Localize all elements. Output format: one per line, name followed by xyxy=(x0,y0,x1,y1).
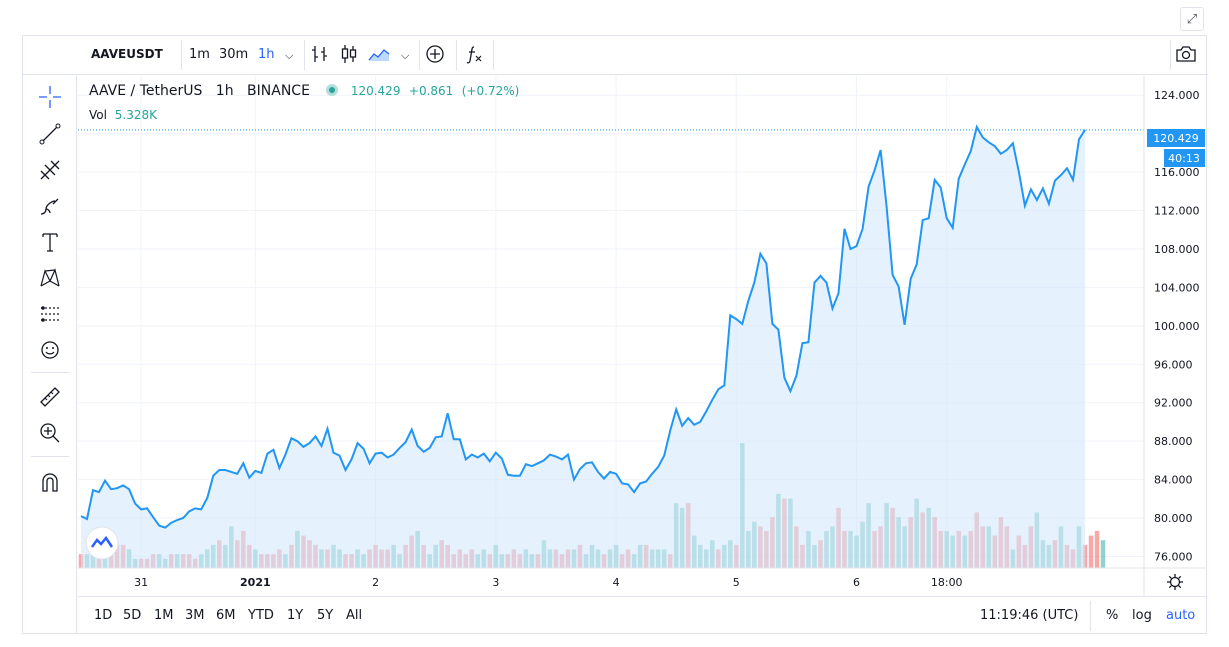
chart-legend: AAVE / TetherUS 1h BINANCE 120.429 +0.86… xyxy=(89,83,519,99)
price-tick-label: 92.000 xyxy=(1154,397,1193,410)
bottom-toolbar: 1D 5D 1M 3M 6M YTD 1Y 5Y All 11:19:46 (U… xyxy=(78,596,1207,634)
price-tick-label: 96.000 xyxy=(1154,358,1193,371)
range-5y[interactable]: 5Y xyxy=(317,608,334,623)
range-3m[interactable]: 3M xyxy=(185,608,205,623)
toolbar-divider xyxy=(456,40,457,70)
price-tick-label: 104.000 xyxy=(1154,281,1200,294)
toolbar-divider xyxy=(493,40,494,70)
legend-change: +0.861 xyxy=(408,84,454,98)
magnet-icon[interactable] xyxy=(37,469,63,495)
interval-30m[interactable]: 30m xyxy=(219,47,249,62)
range-ytd[interactable]: YTD xyxy=(248,608,274,623)
countdown-tag xyxy=(1164,149,1205,167)
time-tick-label: 6 xyxy=(853,576,860,589)
prediction-icon[interactable] xyxy=(37,301,63,327)
last-price-tag-label: 120.429 xyxy=(1153,132,1199,145)
price-tick-label: 76.000 xyxy=(1154,550,1193,563)
price-tick-label: 112.000 xyxy=(1154,205,1200,218)
top-toolbar: AAVEUSDT 1m 30m 1h ⌵ ⌵ xyxy=(23,36,1208,75)
text-tool-icon[interactable] xyxy=(37,229,63,255)
area-style-icon[interactable] xyxy=(368,44,390,68)
range-6m[interactable]: 6M xyxy=(216,608,236,623)
toolbar-divider xyxy=(181,40,182,70)
indicators-icon[interactable] xyxy=(465,44,485,68)
pitchfork-icon[interactable] xyxy=(37,157,63,183)
volume-legend: Vol 5.328K xyxy=(89,108,157,122)
legend-price: 120.429 xyxy=(350,84,401,98)
time-tick-label: 2021 xyxy=(240,576,271,589)
toolbar-divider xyxy=(1090,601,1091,631)
chevron-down-icon[interactable]: ⌵ xyxy=(401,49,410,62)
price-tick-label: 80.000 xyxy=(1154,512,1193,525)
chevron-down-icon[interactable]: ⌵ xyxy=(285,49,294,62)
range-all[interactable]: All xyxy=(346,608,363,623)
range-1d[interactable]: 1D xyxy=(94,608,113,623)
chart-widget: AAVEUSDT 1m 30m 1h ⌵ ⌵ xyxy=(22,35,1208,634)
price-tick-label: 116.000 xyxy=(1154,166,1200,179)
price-tick-label: 88.000 xyxy=(1154,435,1193,448)
time-tick-label: 3 xyxy=(492,576,499,589)
interval-1m[interactable]: 1m xyxy=(189,47,210,62)
last-price-tag xyxy=(1147,129,1205,147)
market-status-icon[interactable] xyxy=(326,84,339,96)
trend-line-icon[interactable] xyxy=(37,121,63,147)
chart-area[interactable]: 124.000120.000116.000112.000108.000104.0… xyxy=(78,76,1207,596)
log-toggle[interactable]: log xyxy=(1132,608,1152,623)
camera-icon[interactable] xyxy=(1175,44,1197,68)
fullscreen-icon[interactable]: ⤢ xyxy=(1180,7,1204,31)
pattern-icon[interactable] xyxy=(37,265,63,291)
volume-bar xyxy=(1094,530,1100,568)
volume-bar xyxy=(1088,535,1094,568)
legend-pair: AAVE / TetherUS xyxy=(89,83,203,99)
volume-label: Vol xyxy=(89,108,107,122)
price-tick-label: 84.000 xyxy=(1154,474,1193,487)
tradingview-logo-icon[interactable] xyxy=(85,526,119,560)
interval-1h[interactable]: 1h xyxy=(258,47,275,62)
toolbar-divider xyxy=(31,456,69,457)
settings-gear-icon[interactable] xyxy=(1167,574,1183,590)
time-tick-label: 31 xyxy=(134,576,148,589)
time-tick-label: 18:00 xyxy=(931,576,963,589)
legend-exchange: BINANCE xyxy=(247,83,310,99)
smiley-icon[interactable] xyxy=(37,337,63,363)
toolbar-divider xyxy=(31,372,69,373)
toolbar-divider xyxy=(304,40,305,70)
time-tick-label: 2 xyxy=(372,576,379,589)
range-1y[interactable]: 1Y xyxy=(287,608,304,623)
zoom-in-icon[interactable] xyxy=(37,420,63,446)
price-tick-label: 124.000 xyxy=(1154,89,1200,102)
compare-add-icon[interactable] xyxy=(425,44,445,68)
brush-icon[interactable] xyxy=(37,193,63,219)
legend-interval: 1h xyxy=(215,83,234,99)
range-5d[interactable]: 5D xyxy=(123,608,142,623)
percent-toggle[interactable]: % xyxy=(1106,608,1119,623)
legend-change-pct: (+0.72%) xyxy=(461,84,520,98)
volume-bar xyxy=(1100,540,1106,568)
time-tick-label: 5 xyxy=(733,576,740,589)
bars-style-icon[interactable] xyxy=(311,44,329,68)
price-tick-label: 108.000 xyxy=(1154,243,1200,256)
toolbar-divider xyxy=(1170,40,1171,70)
drawing-toolbar xyxy=(23,76,77,633)
crosshair-icon[interactable] xyxy=(37,84,63,110)
auto-toggle[interactable]: auto xyxy=(1166,608,1196,623)
time-tick-label: 4 xyxy=(613,576,620,589)
utc-clock[interactable]: 11:19:46 (UTC) xyxy=(980,608,1079,623)
volume-value: 5.328K xyxy=(114,108,158,122)
countdown-tag-label: 40:13 xyxy=(1168,152,1200,165)
price-line xyxy=(80,124,1086,529)
ruler-icon[interactable] xyxy=(37,384,63,410)
range-1m[interactable]: 1M xyxy=(154,608,174,623)
price-tick-label: 100.000 xyxy=(1154,320,1200,333)
candles-style-icon[interactable] xyxy=(340,44,358,68)
symbol-search[interactable]: AAVEUSDT xyxy=(91,47,163,61)
price-area-fill xyxy=(81,126,1085,569)
toolbar-divider xyxy=(419,40,420,70)
